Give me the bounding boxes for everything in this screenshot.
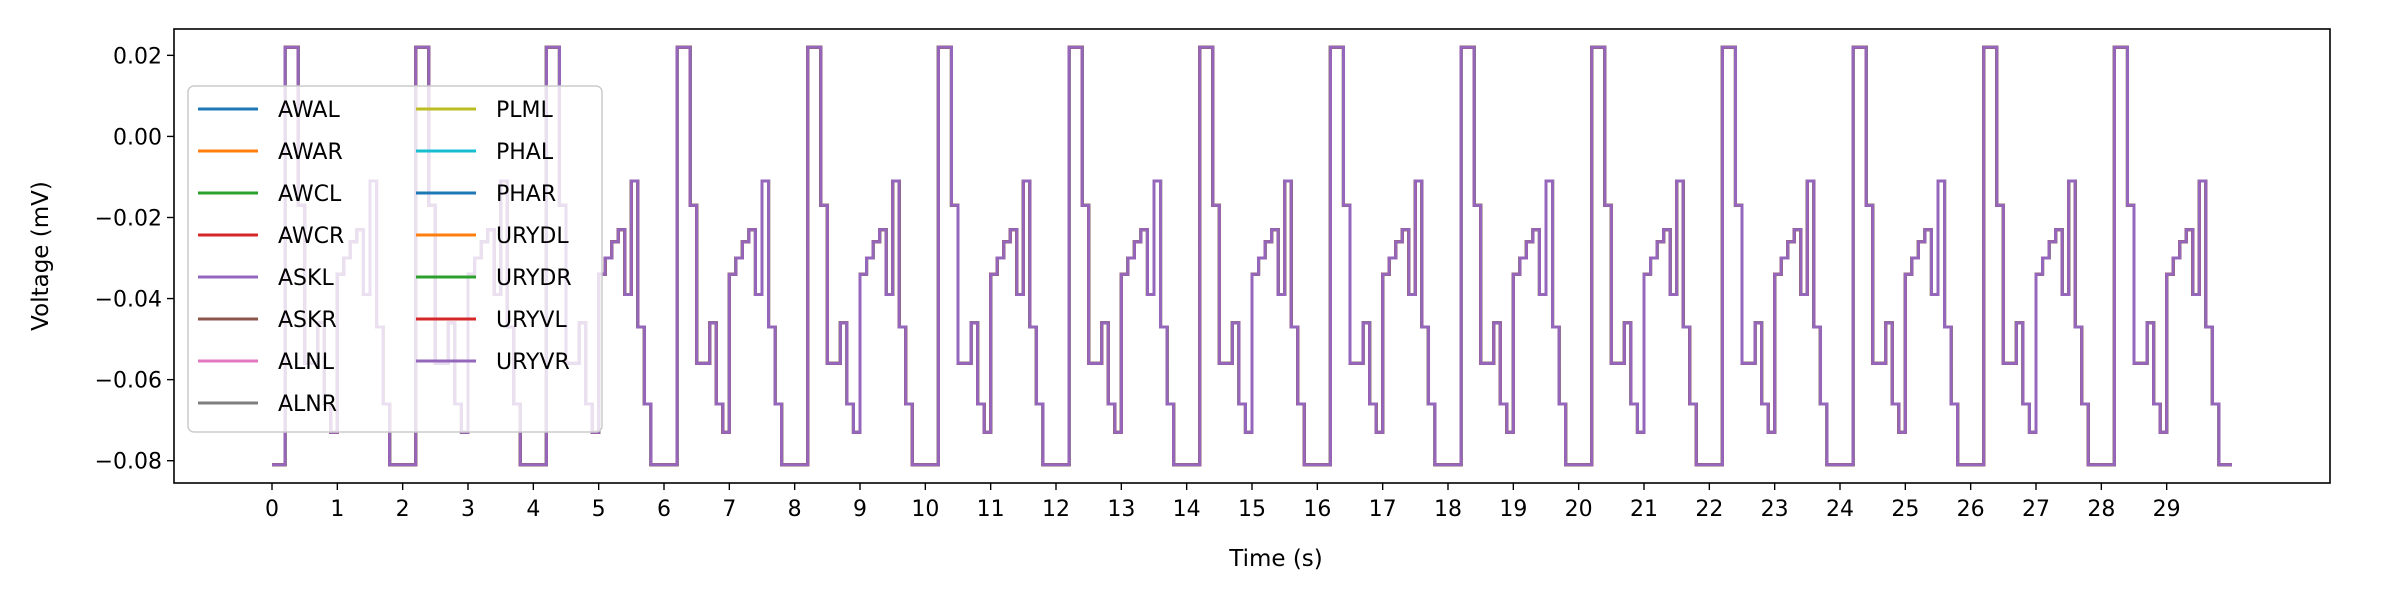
x-tick-label: 26 (1957, 497, 1985, 522)
series-line-uryvr (272, 45, 2232, 467)
legend-item-awar: AWAR (198, 140, 343, 165)
legend-label: PLML (496, 98, 554, 123)
legend-label: PHAL (496, 140, 554, 165)
legend-label: AWAL (278, 98, 340, 123)
legend-item-awal: AWAL (198, 98, 340, 123)
x-tick-label: 28 (2087, 497, 2115, 522)
legend-label: PHAR (496, 182, 556, 207)
legend-item-alnr: ALNR (198, 392, 337, 417)
x-tick-label: 19 (1499, 497, 1527, 522)
x-tick-label: 0 (265, 497, 279, 522)
x-tick-label: 15 (1238, 497, 1266, 522)
x-tick-label: 9 (853, 497, 867, 522)
x-tick-label: 22 (1695, 497, 1723, 522)
x-tick-label: 24 (1826, 497, 1854, 522)
x-tick-label: 6 (657, 497, 671, 522)
legend-item-uryvl: URYVL (416, 308, 567, 333)
legend-item-urydr: URYDR (416, 266, 572, 291)
legend-item-plml: PLML (416, 98, 554, 123)
x-tick-label: 8 (788, 497, 802, 522)
legend-label: ALNL (278, 350, 335, 375)
legend-label: AWCR (278, 224, 344, 249)
x-tick-label: 17 (1369, 497, 1397, 522)
legend-item-phar: PHAR (416, 182, 556, 207)
legend-label: URYDR (496, 266, 572, 291)
y-tick-label: −0.06 (95, 369, 162, 394)
y-tick-label: −0.02 (95, 206, 162, 231)
x-axis-label: Time (s) (1228, 546, 1323, 572)
legend-item-phal: PHAL (416, 140, 554, 165)
x-tick-label: 7 (722, 497, 736, 522)
x-tick-label: 23 (1761, 497, 1789, 522)
y-axis: 0.02 0.00 −0.02 −0.04 −0.06 −0.08 (95, 44, 174, 475)
legend: AWAL AWAR AWCL AWCR ASKL ASKR ALNL ALNR PLML PHAL… (187, 85, 603, 433)
legend-item-uryvr: URYVR (416, 350, 570, 375)
x-tick-label: 5 (592, 497, 606, 522)
legend-label: URYVR (496, 350, 570, 375)
legend-box (187, 85, 603, 433)
x-tick-label: 27 (2022, 497, 2050, 522)
legend-item-alnl: ALNL (198, 350, 335, 375)
x-tick-label: 3 (461, 497, 475, 522)
y-axis-label: Voltage (mV) (28, 181, 54, 331)
legend-item-askr: ASKR (198, 308, 337, 333)
y-tick-label: −0.08 (95, 450, 162, 475)
x-tick-label: 13 (1107, 497, 1135, 522)
legend-label: ASKR (278, 308, 337, 333)
x-tick-label: 4 (526, 497, 540, 522)
legend-item-awcl: AWCL (198, 182, 342, 207)
x-tick-label: 21 (1630, 497, 1658, 522)
legend-label: AWAR (278, 140, 343, 165)
y-tick-label: −0.04 (95, 288, 162, 313)
y-tick-label: 0.00 (113, 125, 162, 150)
legend-label: URYVL (496, 308, 567, 333)
x-tick-label: 1 (330, 497, 344, 522)
legend-item-urydl: URYDL (416, 224, 569, 249)
legend-label: URYDL (496, 224, 569, 249)
x-tick-label: 29 (2153, 497, 2181, 522)
legend-label: ALNR (278, 392, 337, 417)
legend-item-askl: ASKL (198, 266, 334, 291)
x-tick-label: 20 (1565, 497, 1593, 522)
x-axis: 0 1 2 3 4 5 6 7 8 9 10 11 12 13 14 15 16 17 18 19 20 21 22 23 24… (265, 483, 2181, 522)
y-tick-label: 0.02 (113, 44, 162, 69)
plot-lines (272, 45, 2232, 467)
x-tick-label: 12 (1042, 497, 1070, 522)
legend-label: AWCL (278, 182, 342, 207)
x-tick-label: 10 (911, 497, 939, 522)
legend-item-awcr: AWCR (198, 224, 344, 249)
legend-label: ASKL (278, 266, 334, 291)
x-tick-label: 18 (1434, 497, 1462, 522)
x-tick-label: 14 (1173, 497, 1201, 522)
x-tick-label: 2 (396, 497, 410, 522)
x-tick-label: 25 (1891, 497, 1919, 522)
x-tick-label: 16 (1303, 497, 1331, 522)
x-tick-label: 11 (977, 497, 1005, 522)
